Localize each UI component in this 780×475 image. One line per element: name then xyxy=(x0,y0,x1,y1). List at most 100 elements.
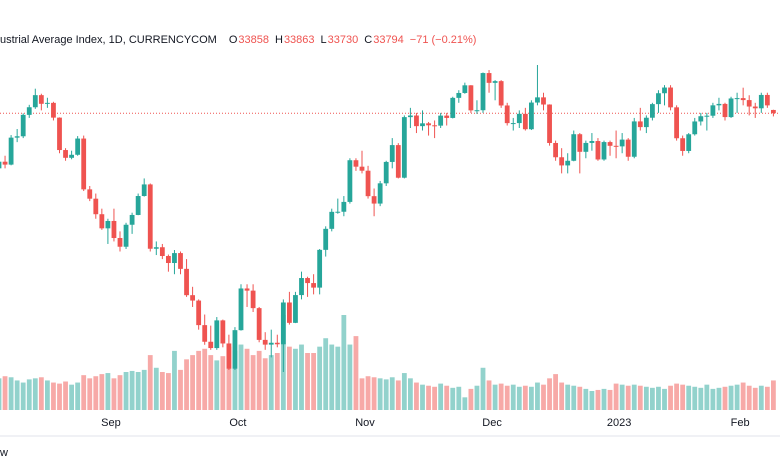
volume-bar xyxy=(420,384,425,410)
candle-body xyxy=(147,184,153,249)
volume-bar xyxy=(426,385,431,410)
volume-bar xyxy=(341,315,347,410)
volume-bar xyxy=(359,378,365,410)
candle-body xyxy=(516,113,522,124)
volume-bar xyxy=(389,377,395,410)
volume-bar xyxy=(129,370,135,410)
candle-body xyxy=(87,189,93,199)
volume-bar xyxy=(547,378,552,410)
volume-bar xyxy=(674,383,679,410)
candle-body xyxy=(541,97,546,105)
candle-body xyxy=(674,107,679,139)
volume-bar xyxy=(583,388,589,410)
candle-body xyxy=(166,256,171,264)
x-tick-label: 2023 xyxy=(607,417,631,429)
footer-text: w xyxy=(0,447,8,459)
volume-bar xyxy=(529,386,534,410)
volume-bar xyxy=(710,388,716,410)
volume-bar xyxy=(32,378,38,410)
volume-bar xyxy=(571,385,577,410)
candle-body xyxy=(329,211,335,229)
volume-bar xyxy=(365,376,371,410)
volume-bar xyxy=(377,378,383,410)
ohlc-value: 33858 xyxy=(238,34,269,46)
candle-body xyxy=(656,93,661,105)
candle-body xyxy=(444,115,450,118)
volume-bar xyxy=(510,384,516,410)
volume-bar xyxy=(166,373,171,410)
candle-body xyxy=(764,94,770,106)
ohlc-legend: O 33858 H 33863 L 33730 C 33794 −71 (−0.21%) xyxy=(229,34,477,46)
volume-bar xyxy=(704,384,710,410)
candle-body xyxy=(637,121,643,128)
candle-body xyxy=(601,142,607,160)
volume-bar xyxy=(196,350,202,410)
candle-body xyxy=(38,95,44,104)
candle-body xyxy=(353,160,359,167)
volume-bar xyxy=(637,385,643,410)
candle-body xyxy=(595,141,601,160)
volume-bar xyxy=(220,356,226,410)
candle-body xyxy=(498,81,504,106)
volume-bar xyxy=(93,376,99,410)
candle-body xyxy=(129,214,135,225)
candle-body xyxy=(117,238,123,247)
volume-bar xyxy=(650,387,655,410)
volume-bar xyxy=(323,338,329,410)
candle-body xyxy=(432,125,437,127)
candle-body xyxy=(559,157,565,166)
candle-body xyxy=(111,220,117,239)
volume-bar xyxy=(208,355,214,410)
volume-bar xyxy=(87,378,93,410)
volume-bar xyxy=(752,387,758,410)
candle-body xyxy=(323,228,329,250)
volume-bar xyxy=(190,355,195,410)
candle-body xyxy=(365,170,371,197)
candle-body xyxy=(752,106,758,109)
volume-bar xyxy=(256,350,262,410)
candle-body xyxy=(625,139,631,157)
candle-body xyxy=(196,300,202,326)
candle-body xyxy=(99,214,105,229)
candle-body xyxy=(401,117,407,178)
volume-bar xyxy=(135,372,141,410)
volume-bar xyxy=(274,353,280,410)
candle-body xyxy=(341,201,347,212)
volume-bar xyxy=(686,385,692,410)
candle-body xyxy=(722,103,728,118)
candle-body xyxy=(93,198,99,215)
candle-body xyxy=(474,110,480,112)
candle-body xyxy=(619,139,625,147)
volume-bar xyxy=(668,385,673,410)
candle-body xyxy=(274,342,280,345)
candle-body xyxy=(613,145,619,147)
volume-bar xyxy=(746,385,752,410)
volume-bar xyxy=(692,386,698,410)
volume-bar xyxy=(383,379,389,410)
ohlc-label: C xyxy=(364,34,372,46)
volume-bar xyxy=(141,369,147,410)
volume-bar xyxy=(462,397,468,410)
candle-body xyxy=(238,288,244,331)
volume-bar xyxy=(347,344,353,410)
volume-bar xyxy=(408,378,413,410)
volume-bar xyxy=(414,382,419,410)
candle-body xyxy=(63,150,68,158)
volume-bar xyxy=(287,346,292,410)
volume-bar xyxy=(75,382,81,410)
volume-bar xyxy=(450,387,456,410)
candle-body xyxy=(408,115,413,118)
candle-body xyxy=(492,81,498,83)
candle-body xyxy=(680,138,686,151)
candle-body xyxy=(698,116,704,122)
candle-body xyxy=(589,141,595,143)
volume-bar xyxy=(63,381,68,410)
volume-bar xyxy=(716,387,722,410)
candle-body xyxy=(631,121,637,157)
volume-bar xyxy=(619,384,625,410)
volume-bar xyxy=(438,383,444,410)
candle-body xyxy=(317,249,323,288)
candle-body xyxy=(287,302,292,323)
candle-body xyxy=(746,100,752,107)
